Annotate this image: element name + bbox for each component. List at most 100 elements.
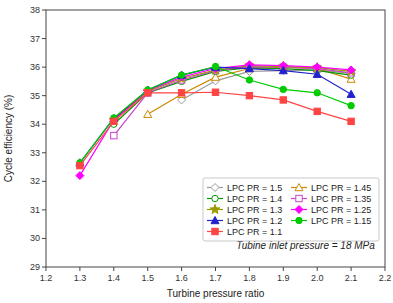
legend-marker (211, 217, 219, 224)
x-tick (283, 267, 284, 271)
point (245, 65, 253, 72)
series-line (114, 68, 351, 125)
legend-label: LPC PR = 1.2 (227, 216, 282, 226)
point (178, 90, 184, 96)
point (348, 102, 354, 108)
series (77, 63, 355, 166)
legend-label: LPC PR = 1.15 (311, 216, 371, 226)
plot-frame (46, 10, 385, 267)
legend-label: LPC PR = 1.3 (227, 205, 282, 215)
legend-marker (212, 195, 218, 201)
legend-marker (212, 228, 218, 234)
point (246, 92, 252, 98)
y-tick (42, 152, 46, 153)
series-line (80, 67, 351, 163)
legend-label: LPC PR = 1.4 (227, 194, 282, 204)
chart: 1.21.31.41.51.61.71.81.92.02.12.22930313… (0, 0, 393, 303)
y-tick-label: 32 (30, 176, 40, 186)
x-tick-label: 1.5 (141, 273, 154, 283)
x-tick-label: 1.8 (243, 273, 256, 283)
x-tick (385, 267, 386, 271)
point (145, 90, 151, 96)
point (346, 66, 356, 75)
legend-box (203, 178, 379, 241)
axes: 1.21.31.41.51.61.71.81.92.02.12.22930313… (30, 5, 391, 283)
point (280, 97, 286, 103)
annotation: Tubine inlet pressure = 18 MPa (236, 240, 375, 251)
x-tick (351, 267, 352, 271)
point (347, 90, 355, 97)
legend-label: LPC PR = 1.35 (311, 194, 371, 204)
y-tick (42, 181, 46, 182)
series-group (76, 61, 356, 180)
y-tick-label: 29 (30, 262, 40, 272)
point (111, 118, 117, 124)
series-line (80, 92, 351, 165)
x-tick-label: 2.2 (379, 273, 392, 283)
x-tick (46, 267, 47, 271)
y-tick-label: 30 (30, 233, 40, 243)
series (76, 63, 355, 166)
legend-label: LPC PR = 1.1 (227, 227, 282, 237)
x-tick-label: 1.7 (209, 273, 222, 283)
legend-label: LPC PR = 1.5 (227, 183, 282, 193)
series-line (114, 67, 351, 136)
point (347, 66, 355, 74)
point (246, 77, 252, 83)
point (313, 70, 321, 77)
point (143, 86, 153, 95)
plot-area (46, 10, 385, 267)
series-line (80, 65, 351, 176)
x-tick-label: 1.4 (108, 273, 121, 283)
point (145, 90, 151, 96)
x-tick (249, 267, 250, 271)
y-tick-label: 36 (30, 62, 40, 72)
point (212, 63, 218, 69)
legend-marker (296, 195, 302, 201)
point (279, 67, 287, 74)
legend-marker (210, 205, 220, 214)
y-tick (42, 209, 46, 210)
y-tick (42, 10, 46, 11)
x-tick (79, 267, 80, 271)
x-tick (181, 267, 182, 271)
series (77, 89, 355, 169)
legend-marker (296, 217, 302, 223)
point (178, 90, 186, 97)
point (178, 71, 186, 78)
point (144, 110, 152, 117)
point (212, 63, 220, 70)
y-tick-label: 34 (30, 119, 40, 129)
point (348, 118, 354, 124)
legend-label: LPC PR = 1.25 (311, 205, 371, 215)
y-tick-label: 33 (30, 148, 40, 158)
y-tick-label: 35 (30, 91, 40, 101)
x-tick (147, 267, 148, 271)
point (76, 172, 84, 180)
x-tick-label: 1.9 (277, 273, 290, 283)
y-tick (42, 67, 46, 68)
legend-marker (295, 206, 303, 214)
point (77, 162, 83, 168)
series (76, 61, 355, 180)
x-tick (113, 267, 114, 271)
y-axis-label: Cycle efficiency (%) (3, 95, 14, 183)
y-tick (42, 238, 46, 239)
series (111, 64, 355, 127)
series (111, 63, 355, 139)
point (178, 72, 184, 78)
y-tick-label: 38 (30, 5, 40, 15)
point (212, 89, 218, 95)
series-line (148, 67, 351, 114)
y-tick-label: 31 (30, 205, 40, 215)
legend-marker (211, 184, 219, 192)
x-tick-label: 2.0 (311, 273, 324, 283)
legend-marker (295, 184, 303, 191)
x-tick-label: 1.6 (175, 273, 188, 283)
x-tick (215, 267, 216, 271)
point (145, 90, 151, 96)
y-tick (42, 267, 46, 268)
x-tick-label: 2.1 (345, 273, 358, 283)
y-tick (42, 38, 46, 39)
y-tick (42, 124, 46, 125)
